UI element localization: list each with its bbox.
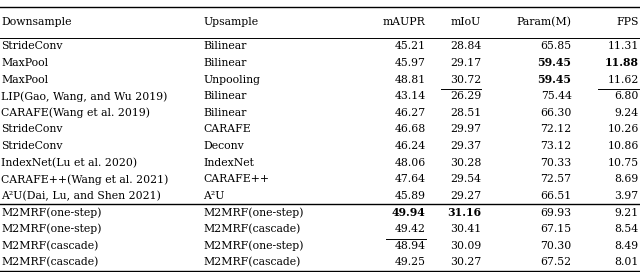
Text: Bilinear: Bilinear bbox=[204, 108, 247, 118]
Text: A²U: A²U bbox=[204, 191, 225, 201]
Text: MaxPool: MaxPool bbox=[1, 75, 49, 85]
Text: 9.21: 9.21 bbox=[614, 208, 639, 218]
Text: mAUPR: mAUPR bbox=[383, 17, 426, 27]
Text: 46.24: 46.24 bbox=[394, 141, 426, 151]
Text: 29.27: 29.27 bbox=[450, 191, 481, 201]
Text: 67.15: 67.15 bbox=[540, 224, 572, 234]
Text: 9.24: 9.24 bbox=[614, 108, 639, 118]
Text: 49.42: 49.42 bbox=[395, 224, 426, 234]
Text: 8.01: 8.01 bbox=[614, 257, 639, 267]
Text: 43.14: 43.14 bbox=[394, 91, 426, 101]
Text: M2MRF(cascade): M2MRF(cascade) bbox=[1, 240, 99, 251]
Text: 48.94: 48.94 bbox=[395, 241, 426, 251]
Text: 29.54: 29.54 bbox=[451, 174, 481, 184]
Text: 10.26: 10.26 bbox=[607, 125, 639, 134]
Text: 49.94: 49.94 bbox=[392, 207, 426, 218]
Text: 29.97: 29.97 bbox=[451, 125, 481, 134]
Text: 30.09: 30.09 bbox=[450, 241, 481, 251]
Text: Deconv: Deconv bbox=[204, 141, 244, 151]
Text: 59.45: 59.45 bbox=[538, 74, 572, 85]
Text: 66.51: 66.51 bbox=[540, 191, 572, 201]
Text: 10.75: 10.75 bbox=[607, 158, 639, 168]
Text: 67.52: 67.52 bbox=[540, 257, 572, 267]
Text: 3.97: 3.97 bbox=[614, 191, 639, 201]
Text: Bilinear: Bilinear bbox=[204, 91, 247, 101]
Text: A²U(Dai, Lu, and Shen 2021): A²U(Dai, Lu, and Shen 2021) bbox=[1, 191, 161, 201]
Text: LIP(Gao, Wang, and Wu 2019): LIP(Gao, Wang, and Wu 2019) bbox=[1, 91, 168, 101]
Text: 46.68: 46.68 bbox=[394, 125, 426, 134]
Text: M2MRF(one-step): M2MRF(one-step) bbox=[204, 240, 304, 251]
Text: M2MRF(one-step): M2MRF(one-step) bbox=[1, 207, 102, 218]
Text: 11.62: 11.62 bbox=[607, 75, 639, 85]
Text: M2MRF(cascade): M2MRF(cascade) bbox=[204, 224, 301, 234]
Text: M2MRF(cascade): M2MRF(cascade) bbox=[1, 257, 99, 267]
Text: 31.16: 31.16 bbox=[447, 207, 481, 218]
Text: StrideConv: StrideConv bbox=[1, 41, 63, 51]
Text: 8.54: 8.54 bbox=[614, 224, 639, 234]
Text: Param(M): Param(M) bbox=[516, 17, 572, 27]
Text: 11.88: 11.88 bbox=[605, 57, 639, 69]
Text: 8.69: 8.69 bbox=[614, 174, 639, 184]
Text: 30.41: 30.41 bbox=[450, 224, 481, 234]
Text: 70.30: 70.30 bbox=[540, 241, 572, 251]
Text: Bilinear: Bilinear bbox=[204, 58, 247, 68]
Text: 69.93: 69.93 bbox=[540, 208, 572, 218]
Text: mIoU: mIoU bbox=[451, 17, 481, 27]
Text: CARAFE: CARAFE bbox=[204, 125, 252, 134]
Text: 8.49: 8.49 bbox=[614, 241, 639, 251]
Text: 48.06: 48.06 bbox=[394, 158, 426, 168]
Text: CARAFE++(Wang et al. 2021): CARAFE++(Wang et al. 2021) bbox=[1, 174, 169, 185]
Text: 48.81: 48.81 bbox=[394, 75, 426, 85]
Text: 30.27: 30.27 bbox=[450, 257, 481, 267]
Text: Downsample: Downsample bbox=[1, 17, 72, 27]
Text: 59.45: 59.45 bbox=[538, 57, 572, 69]
Text: 45.97: 45.97 bbox=[395, 58, 426, 68]
Text: Upsample: Upsample bbox=[204, 17, 259, 27]
Text: 28.51: 28.51 bbox=[450, 108, 481, 118]
Text: 10.86: 10.86 bbox=[607, 141, 639, 151]
Text: 26.29: 26.29 bbox=[450, 91, 481, 101]
Text: 6.80: 6.80 bbox=[614, 91, 639, 101]
Text: 75.44: 75.44 bbox=[541, 91, 572, 101]
Text: 49.25: 49.25 bbox=[395, 257, 426, 267]
Text: 30.72: 30.72 bbox=[450, 75, 481, 85]
Text: 65.85: 65.85 bbox=[540, 41, 572, 51]
Text: FPS: FPS bbox=[616, 17, 639, 27]
Text: Unpooling: Unpooling bbox=[204, 75, 260, 85]
Text: 45.89: 45.89 bbox=[395, 191, 426, 201]
Text: IndexNet(Lu et al. 2020): IndexNet(Lu et al. 2020) bbox=[1, 157, 138, 168]
Text: M2MRF(one-step): M2MRF(one-step) bbox=[204, 207, 304, 218]
Text: CARAFE++: CARAFE++ bbox=[204, 174, 269, 184]
Text: 66.30: 66.30 bbox=[540, 108, 572, 118]
Text: 73.12: 73.12 bbox=[540, 141, 572, 151]
Text: 46.27: 46.27 bbox=[394, 108, 426, 118]
Text: 70.33: 70.33 bbox=[540, 158, 572, 168]
Text: 72.12: 72.12 bbox=[540, 125, 572, 134]
Text: 47.64: 47.64 bbox=[395, 174, 426, 184]
Text: IndexNet: IndexNet bbox=[204, 158, 254, 168]
Text: StrideConv: StrideConv bbox=[1, 141, 63, 151]
Text: 45.21: 45.21 bbox=[394, 41, 426, 51]
Text: M2MRF(one-step): M2MRF(one-step) bbox=[1, 224, 102, 234]
Text: 72.57: 72.57 bbox=[541, 174, 572, 184]
Text: 30.28: 30.28 bbox=[450, 158, 481, 168]
Text: MaxPool: MaxPool bbox=[1, 58, 49, 68]
Text: StrideConv: StrideConv bbox=[1, 125, 63, 134]
Text: CARAFE(Wang et al. 2019): CARAFE(Wang et al. 2019) bbox=[1, 107, 150, 118]
Text: Bilinear: Bilinear bbox=[204, 41, 247, 51]
Text: 11.31: 11.31 bbox=[607, 41, 639, 51]
Text: M2MRF(cascade): M2MRF(cascade) bbox=[204, 257, 301, 267]
Text: 29.17: 29.17 bbox=[450, 58, 481, 68]
Text: 28.84: 28.84 bbox=[450, 41, 481, 51]
Text: 29.37: 29.37 bbox=[450, 141, 481, 151]
